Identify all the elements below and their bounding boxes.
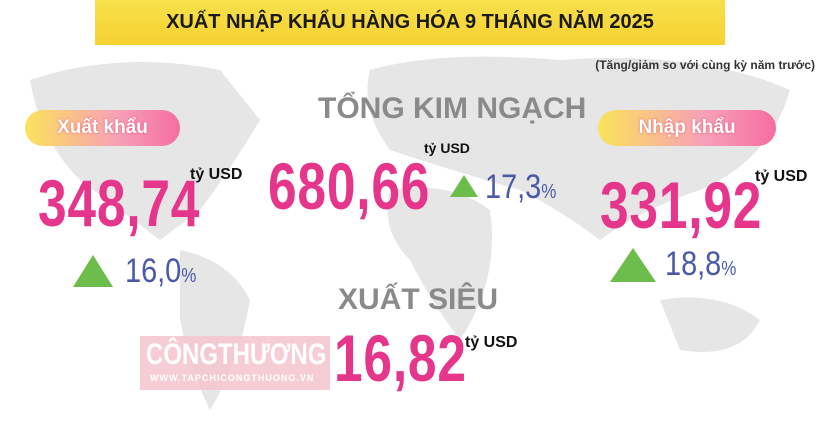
total-label: TỔNG KIM NGẠCH xyxy=(318,92,587,125)
up-arrow xyxy=(73,255,113,287)
surplus-unit: tỷ USD xyxy=(465,334,518,351)
import-value: 331,92 xyxy=(600,168,763,242)
watermark-bg xyxy=(140,336,330,390)
total-unit: tỷ USD xyxy=(424,140,470,156)
export-value: 348,74 xyxy=(38,166,201,240)
subtitle: (Tăng/giảm so với cùng kỳ năm trước) xyxy=(595,58,815,72)
surplus-value: 16,82 xyxy=(334,321,467,395)
up-arrow xyxy=(610,248,656,282)
growth-value: 16,0 xyxy=(125,252,182,290)
growth-unit: % xyxy=(181,265,197,287)
import-unit: tỷ USD xyxy=(755,168,808,185)
growth-value: 17,3 xyxy=(485,168,542,206)
total-growth: 17,3% xyxy=(485,168,556,207)
growth-value: 18,8 xyxy=(665,245,722,283)
export-unit: tỷ USD xyxy=(190,166,243,183)
watermark-site: WWW.TAPCHICONGTHUONG.VN xyxy=(150,373,315,383)
growth-unit: % xyxy=(541,181,557,203)
growth-unit: % xyxy=(721,258,737,280)
world-map xyxy=(30,56,790,410)
total-value: 680,66 xyxy=(268,149,431,223)
title: XUẤT NHẬP KHẨU HÀNG HÓA 9 THÁNG NĂM 2025 xyxy=(95,0,725,45)
watermark-brand: CÔNGTHƯƠNG xyxy=(146,338,327,371)
up-arrow xyxy=(450,175,478,197)
surplus-label: XUẤT SIÊU xyxy=(338,283,499,316)
export-label: Xuất khẩu xyxy=(25,110,180,146)
import-label: Nhập khẩu xyxy=(598,110,776,146)
export-growth: 16,0% xyxy=(125,252,196,291)
import-growth: 18,8% xyxy=(665,245,736,284)
